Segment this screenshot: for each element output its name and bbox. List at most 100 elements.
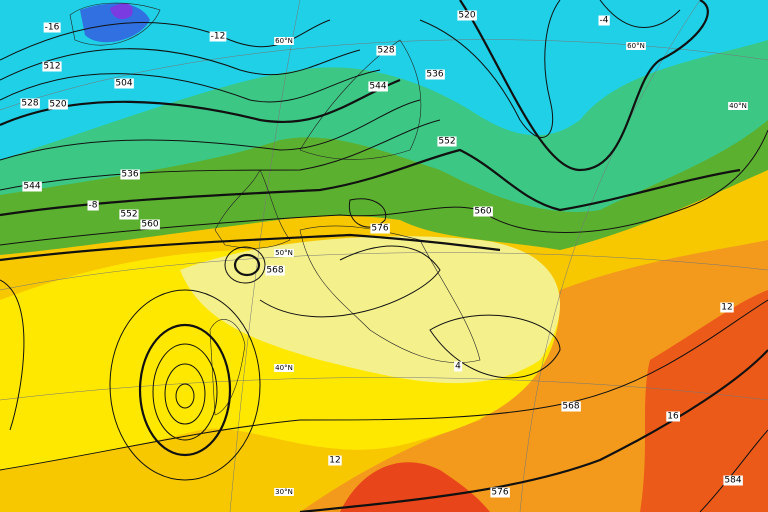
label-background xyxy=(328,455,342,466)
label-background xyxy=(598,15,610,26)
label-background xyxy=(490,487,510,498)
contour-label: 576 xyxy=(371,224,388,234)
temperature-label-box: -12 xyxy=(209,31,227,42)
contour-label: 560 xyxy=(141,220,158,230)
temperature-label: -4 xyxy=(600,16,609,26)
latitude-label: 60°N xyxy=(275,37,293,45)
latitude-label-box: 60°N xyxy=(274,37,294,45)
label-background xyxy=(120,169,140,180)
contour-label-box: 560 xyxy=(140,219,160,230)
label-background xyxy=(265,265,285,276)
label-background xyxy=(274,488,294,496)
contour-label: 504 xyxy=(115,79,132,89)
label-background xyxy=(209,31,227,42)
temperature-label: -16 xyxy=(45,23,60,33)
label-background xyxy=(274,249,294,257)
temperature-label-box: 4 xyxy=(454,361,463,372)
label-background xyxy=(274,364,294,372)
temperature-label-box: 12 xyxy=(328,455,342,466)
contour-label-box: 536 xyxy=(425,69,445,80)
latitude-label: 40°N xyxy=(275,364,293,372)
temperature-label: 12 xyxy=(329,456,340,466)
latitude-label-box: 40°N xyxy=(274,364,294,372)
label-background xyxy=(437,136,457,147)
label-background xyxy=(473,206,493,217)
latitude-label-box: 40°N xyxy=(728,102,748,110)
latitude-label: 30°N xyxy=(275,488,293,496)
label-background xyxy=(87,200,99,211)
contour-label-box: 552 xyxy=(437,136,457,147)
contour-label: 576 xyxy=(491,488,508,498)
label-background xyxy=(561,401,581,412)
latitude-label: 50°N xyxy=(275,249,293,257)
temperature-label-box: -16 xyxy=(43,22,61,33)
contour-label: 528 xyxy=(21,99,38,109)
temperature-label-box: 16 xyxy=(666,411,680,422)
contour-label: 536 xyxy=(121,170,138,180)
contour-label: 552 xyxy=(120,210,137,220)
contour-label: 568 xyxy=(562,402,579,412)
label-background xyxy=(43,22,61,33)
contour-label-box: 528 xyxy=(20,98,40,109)
label-background xyxy=(454,361,463,372)
temperature-label: -8 xyxy=(89,201,98,211)
label-background xyxy=(274,37,294,45)
temperature-label-box: -4 xyxy=(598,15,610,26)
contour-label: 512 xyxy=(43,62,60,72)
latitude-label-box: 50°N xyxy=(274,249,294,257)
label-background xyxy=(723,475,743,486)
label-background xyxy=(626,42,646,50)
temperature-label-box: 12 xyxy=(720,302,734,313)
contour-label-box: 504 xyxy=(114,78,134,89)
label-background xyxy=(22,181,42,192)
latitude-label-box: 60°N xyxy=(626,42,646,50)
contour-label-box: 520 xyxy=(48,99,68,110)
latitude-label: 40°N xyxy=(729,102,747,110)
contour-label-box: 560 xyxy=(473,206,493,217)
label-background xyxy=(368,81,388,92)
contour-label: 520 xyxy=(49,100,66,110)
contour-label: 552 xyxy=(438,137,455,147)
latitude-label: 60°N xyxy=(627,42,645,50)
label-background xyxy=(20,98,40,109)
temperature-label: 16 xyxy=(667,412,679,422)
contour-label-box: 568 xyxy=(561,401,581,412)
contour-label-box: 536 xyxy=(120,169,140,180)
contour-label: 528 xyxy=(377,46,394,56)
contour-label-box: 576 xyxy=(370,223,390,234)
temperature-label: -12 xyxy=(211,32,226,42)
label-background xyxy=(728,102,748,110)
label-background xyxy=(42,61,62,72)
label-background xyxy=(720,302,734,313)
contour-label: 520 xyxy=(458,11,475,21)
contour-label-box: 552 xyxy=(119,209,139,220)
contour-label: 568 xyxy=(266,266,283,276)
temperature-label: 12 xyxy=(721,303,732,313)
label-background xyxy=(666,411,680,422)
contour-label: 584 xyxy=(724,476,741,486)
label-background xyxy=(48,99,68,110)
contour-label-box: 520 xyxy=(457,10,477,21)
contour-label-box: 512 xyxy=(42,61,62,72)
contour-label-box: 584 xyxy=(723,475,743,486)
contour-label: 536 xyxy=(426,70,443,80)
contour-label: 544 xyxy=(369,82,386,92)
contour-label-box: 544 xyxy=(368,81,388,92)
contour-label-box: 568 xyxy=(265,265,285,276)
label-background xyxy=(457,10,477,21)
contour-label: 544 xyxy=(23,182,40,192)
label-background xyxy=(376,45,396,56)
label-background xyxy=(140,219,160,230)
temperature-label-box: -8 xyxy=(87,200,99,211)
contour-label-box: 544 xyxy=(22,181,42,192)
label-background xyxy=(425,69,445,80)
label-background xyxy=(119,209,139,220)
contour-label: 560 xyxy=(474,207,491,217)
label-background xyxy=(114,78,134,89)
latitude-label-box: 30°N xyxy=(274,488,294,496)
label-background xyxy=(370,223,390,234)
map-labels: 512 504 520 528 536 544 552 560 568 576 520 528 536 5… xyxy=(20,10,748,498)
temperature-label: 4 xyxy=(455,362,461,372)
